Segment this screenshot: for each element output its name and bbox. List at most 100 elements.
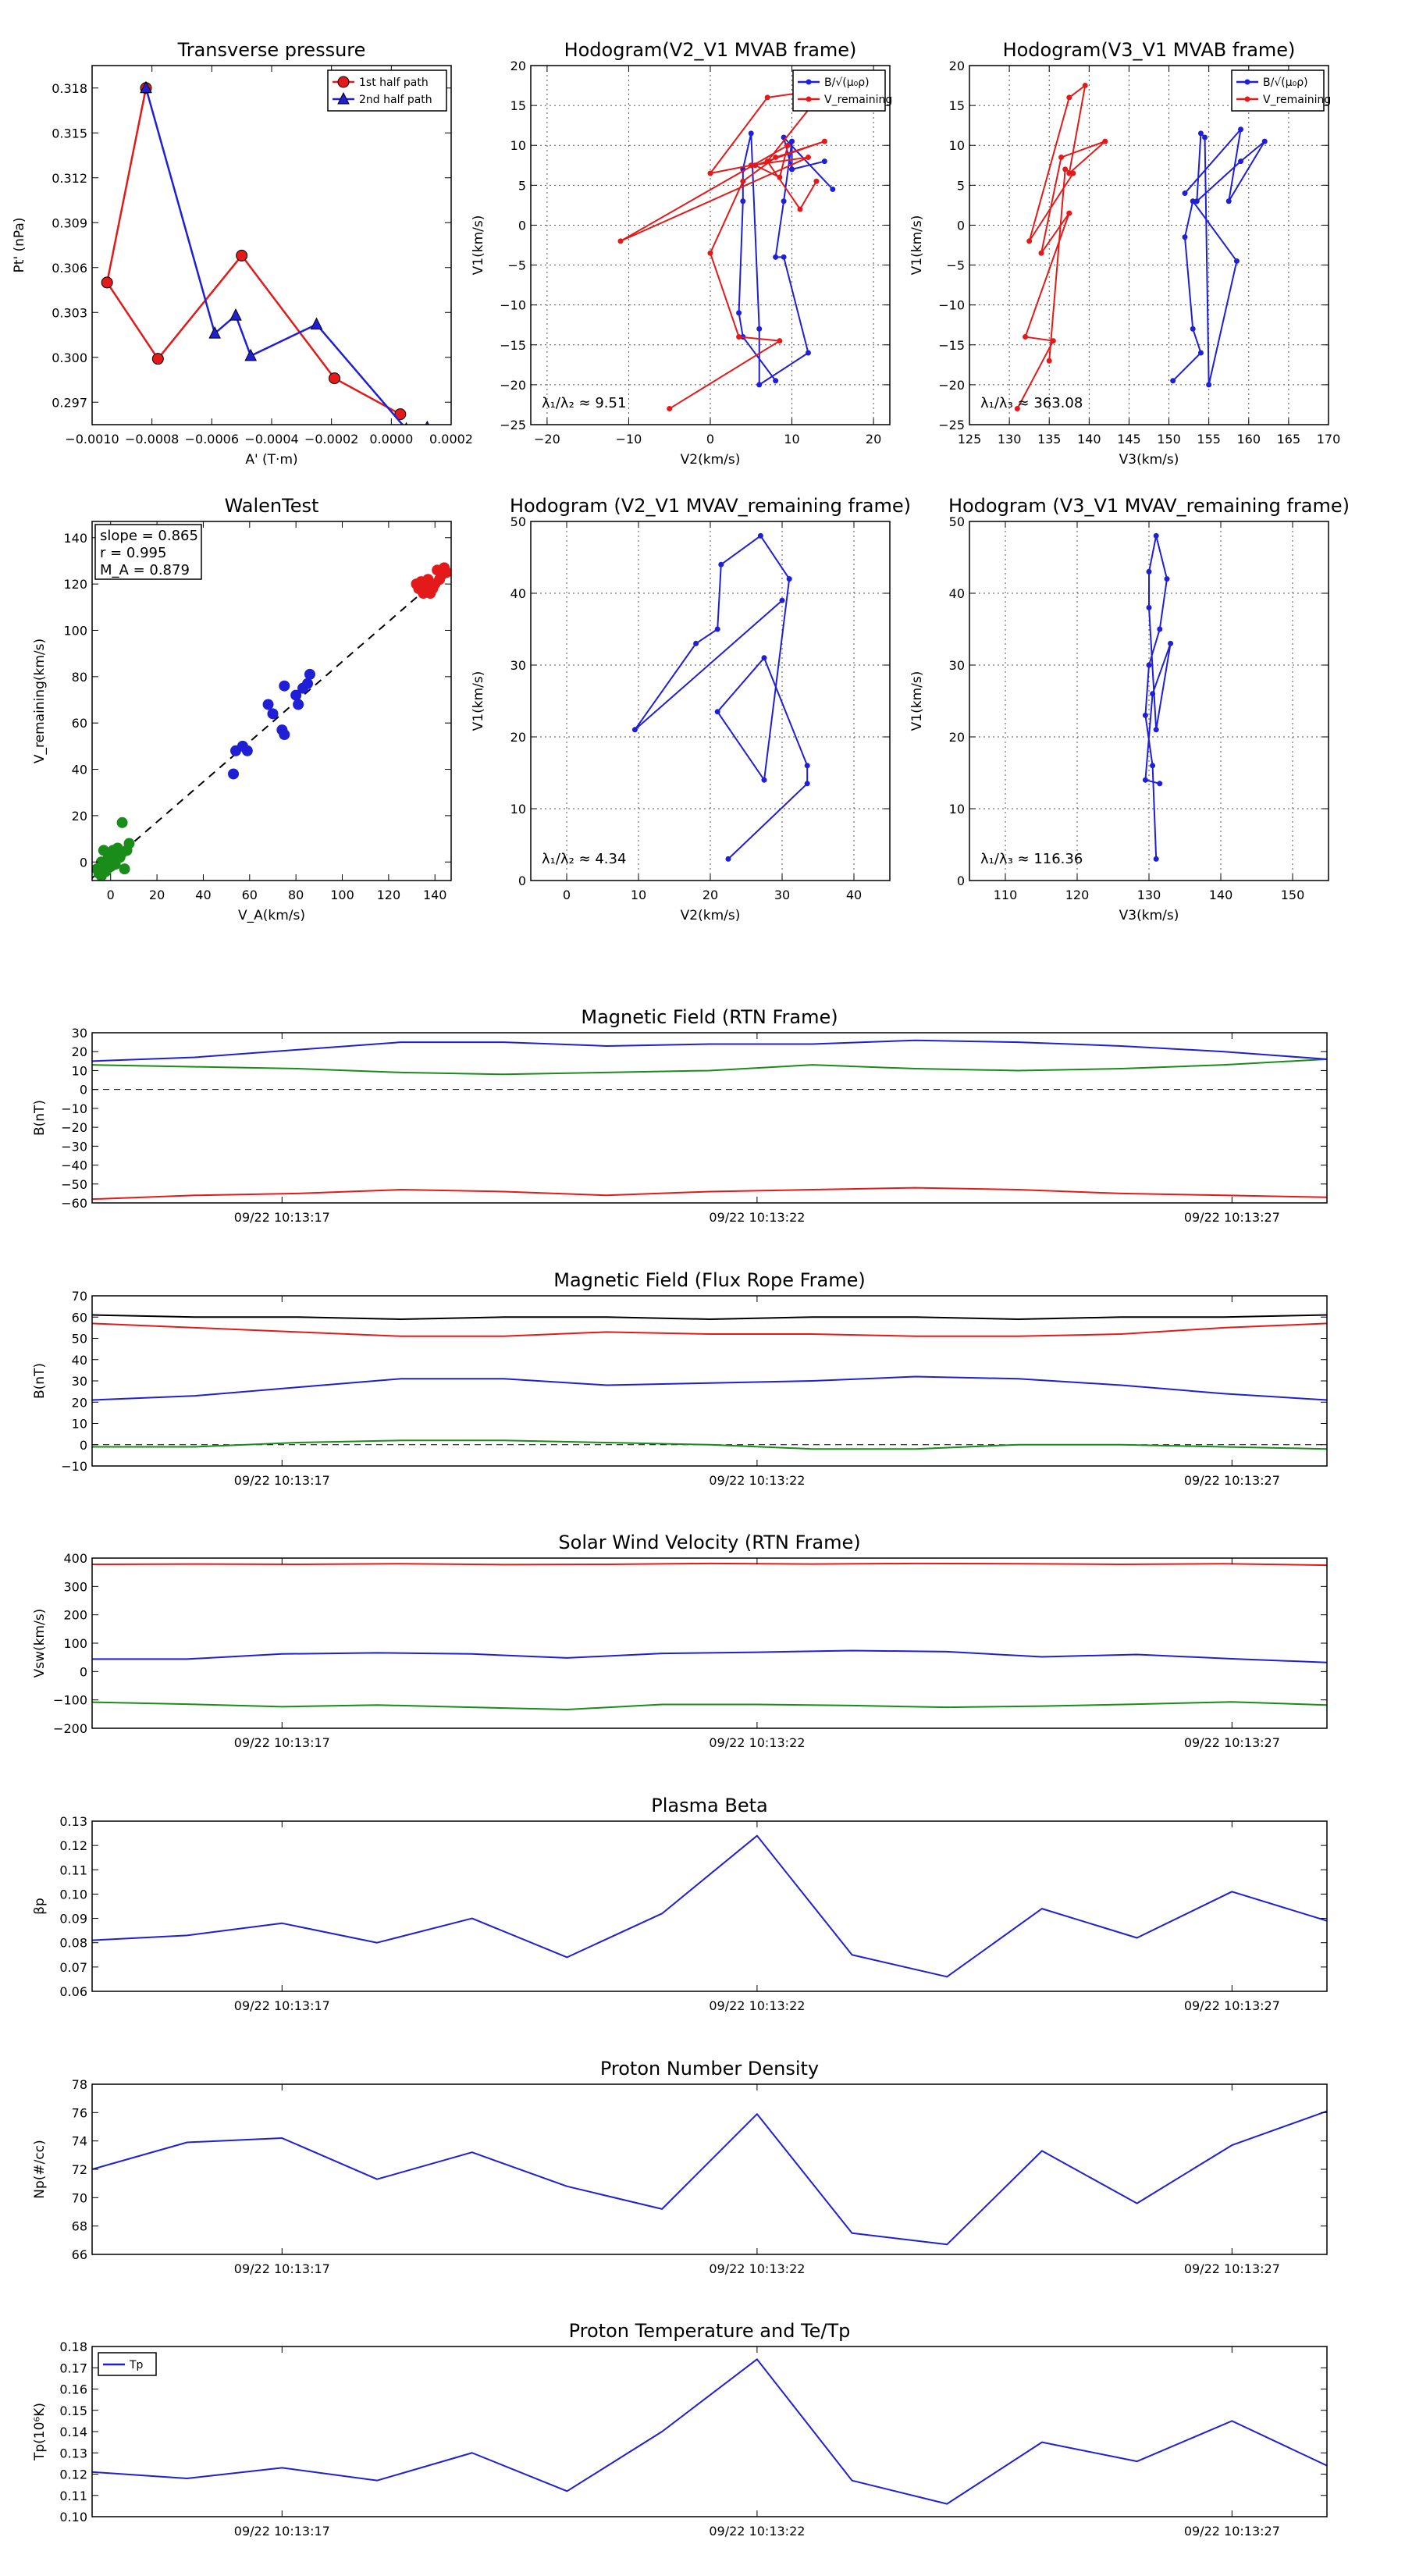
x-axis-label: A' (T·m)	[245, 452, 297, 468]
data-point	[310, 317, 323, 330]
y-tick-label: 15	[949, 98, 965, 113]
y-tick-label: 100	[63, 623, 87, 638]
plot-area	[92, 2110, 1327, 2246]
x-tick-label: 0.0000	[369, 432, 413, 447]
x-tick-label: −0.0008	[125, 432, 179, 447]
y-tick-label: 0.18	[59, 2339, 87, 2354]
y-axis-label: V_remaining(km/s)	[32, 639, 48, 763]
data-point	[101, 276, 113, 289]
y-tick-label: 200	[63, 1608, 87, 1623]
y-tick-label: 0.297	[52, 395, 87, 410]
data-point	[797, 206, 803, 212]
chart-p2: −25 −20 −15 −10 −5 0 5 10 15 20 −20 −10 0 10 20 Hodogra…	[471, 39, 892, 468]
data-point	[1142, 777, 1148, 783]
data-point	[1153, 727, 1159, 733]
y-axis-label: V1(km/s)	[471, 671, 486, 731]
series-line-Np	[92, 2110, 1327, 2246]
plot-area	[92, 1314, 1327, 1450]
x-tick-label: 09/22 10:13:22	[709, 1210, 805, 1225]
y-tick-label: −10	[61, 1101, 87, 1116]
series-line-B	[634, 535, 809, 860]
data-point	[707, 170, 713, 176]
series-line-V	[1016, 84, 1106, 410]
data-point	[784, 142, 791, 148]
data-point	[1193, 198, 1200, 205]
x-tick-label: 160	[1237, 432, 1261, 447]
plot-area	[92, 562, 451, 881]
plot-area	[531, 521, 890, 881]
y-tick-label: 20	[72, 809, 87, 824]
x-tick-label: 09/22 10:13:22	[709, 2524, 805, 2539]
x-tick-label: 130	[1137, 888, 1161, 902]
y-tick-label: 300	[63, 1579, 87, 1594]
data-point	[764, 158, 770, 165]
series-line-B	[1144, 535, 1172, 859]
y-tick-label: 20	[949, 730, 965, 745]
data-point	[1157, 626, 1163, 632]
x-tick-label: 150	[1281, 888, 1305, 902]
chart-p4: 0 20 40 60 80 100 120 140 0 20 40 60 80 100 120 140 Wale…	[32, 495, 452, 923]
y-tick-label: 30	[949, 658, 965, 673]
x-tick-label: 140	[423, 888, 447, 902]
legend-label: V_remaining	[824, 94, 892, 106]
y-tick-label: −15	[500, 338, 526, 353]
data-point	[804, 781, 810, 787]
axes-frame	[91, 1032, 1328, 1204]
x-axis-label: V3(km/s)	[1119, 452, 1179, 468]
y-tick-label: 76	[72, 2105, 87, 2120]
y-axis-label: Tp(10⁶K)	[32, 2403, 48, 2461]
y-tick-label: 120	[63, 577, 87, 592]
scatter-point	[279, 680, 290, 692]
scatter-point	[293, 699, 304, 710]
scatter-point	[119, 863, 130, 875]
y-axis-label: Vsw(km/s)	[32, 1609, 48, 1678]
y-tick-label: −5	[507, 258, 526, 273]
legend-box	[792, 69, 886, 112]
y-tick-label: 0	[80, 1083, 87, 1098]
data-point	[756, 326, 763, 332]
x-tick-label: 09/22 10:13:17	[234, 1998, 330, 2013]
y-tick-label: −20	[61, 1120, 87, 1135]
chart-p5: 0 10 20 30 40 50 0 10 20 30 40 Hodogram (V2_V1 MVAV…	[471, 495, 911, 923]
y-tick-label: 0.12	[59, 1838, 87, 1853]
x-tick-label: 0	[563, 888, 571, 902]
axes-frame	[969, 65, 1329, 425]
scatter-point	[228, 768, 240, 780]
data-point	[1182, 190, 1188, 197]
data-point	[631, 727, 638, 733]
data-point	[1046, 358, 1052, 364]
y-tick-label: 0.17	[59, 2361, 87, 2375]
series-line-Bz'	[92, 1375, 1327, 1401]
y-tick-label: 0.11	[59, 1863, 87, 1877]
eigenvalue-ratio: λ₁/λ₂ ≈ 9.51	[542, 395, 626, 411]
y-tick-label: −200	[53, 1721, 87, 1736]
y-tick-label: 20	[72, 1044, 87, 1059]
data-point	[1182, 234, 1188, 240]
scatter-point	[116, 847, 128, 859]
chart-title: Hodogram (V3_V1 MVAV_remaining frame)	[948, 495, 1350, 517]
data-point	[1062, 166, 1069, 173]
x-tick-label: 09/22 10:13:27	[1184, 1473, 1280, 1488]
data-point	[748, 162, 754, 169]
data-point	[707, 250, 713, 256]
x-tick-label: 09/22 10:13:27	[1184, 1735, 1280, 1750]
y-tick-label: 66	[72, 2247, 87, 2262]
data-point	[1066, 210, 1072, 216]
scatter-point	[267, 708, 279, 720]
legend-marker	[806, 79, 812, 85]
y-tick-label: −10	[938, 298, 965, 313]
data-point	[714, 626, 720, 632]
y-tick-label: 0.13	[59, 2446, 87, 2460]
x-tick-label: 170	[1317, 432, 1341, 447]
data-point	[617, 238, 624, 244]
y-tick-label: 5	[957, 178, 965, 193]
x-tick-label: 0.0002	[429, 432, 473, 447]
legend-marker	[1244, 96, 1250, 102]
y-tick-label: −10	[500, 298, 526, 313]
data-point	[1153, 532, 1159, 539]
x-tick-label: 145	[1117, 432, 1141, 447]
data-point	[1142, 712, 1148, 718]
x-axis-label: V_A(km/s)	[238, 908, 305, 923]
x-tick-label: 09/22 10:13:27	[1184, 2524, 1280, 2539]
data-point	[667, 406, 673, 412]
